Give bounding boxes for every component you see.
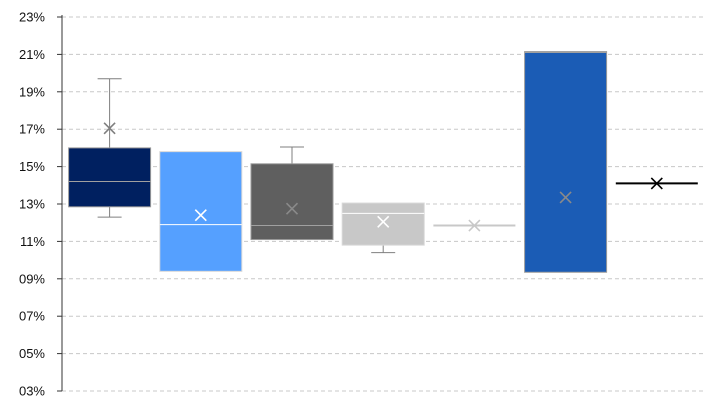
box-series-item — [524, 51, 608, 273]
y-tick-label: 15% — [19, 159, 45, 174]
box-series-item — [341, 202, 425, 254]
box — [524, 51, 608, 273]
box — [68, 147, 152, 208]
y-tick-label: 07% — [19, 309, 45, 324]
mean-marker — [103, 122, 116, 135]
box — [159, 151, 243, 272]
y-tick-label: 05% — [19, 346, 45, 361]
box — [341, 202, 425, 246]
y-tick-label: 21% — [19, 47, 45, 62]
box-series-item — [68, 78, 152, 218]
box — [250, 163, 334, 241]
y-tick-label: 03% — [19, 384, 45, 396]
box-series — [68, 51, 698, 273]
box-series-item — [159, 151, 243, 272]
y-tick-label: 19% — [19, 84, 45, 99]
box-series-item — [615, 177, 698, 190]
box-series-item — [433, 219, 516, 232]
box-series-item — [250, 146, 334, 241]
y-tick-label: 11% — [20, 234, 45, 249]
mean-marker — [559, 191, 572, 204]
y-tick-label: 13% — [19, 197, 45, 212]
mean-marker — [650, 177, 663, 190]
mean-marker — [285, 202, 299, 215]
y-tick-label: 09% — [19, 271, 45, 286]
mean-marker — [194, 209, 207, 222]
y-tick-label: 23% — [19, 10, 45, 25]
y-tick-labels: 03% 05% 07% 09% 11% 13% 15% 17% 19% 21% 23% — [19, 10, 45, 396]
mean-marker — [468, 219, 481, 232]
y-tick-label: 17% — [19, 122, 45, 137]
mean-marker — [377, 215, 390, 228]
